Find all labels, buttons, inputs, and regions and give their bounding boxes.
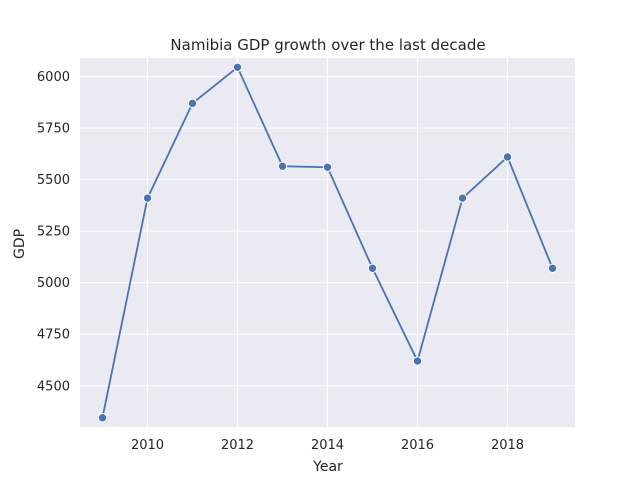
x-axis-label: Year (312, 459, 343, 475)
data-point (97, 413, 108, 423)
data-point (232, 62, 243, 72)
data-point (457, 193, 468, 203)
y-tick-label: 4500 (37, 379, 70, 394)
y-tick-labels: 4500 4750 5000 5250 5500 5750 6000 (37, 70, 70, 394)
data-point (322, 162, 333, 172)
y-tick-label: 5000 (37, 276, 70, 291)
data-point (502, 152, 513, 162)
x-gridlines (146, 58, 509, 427)
y-tick-label: 5500 (37, 173, 70, 188)
x-tick-label: 2012 (221, 438, 254, 453)
x-tick-label: 2014 (311, 438, 344, 453)
data-point (277, 161, 288, 171)
chart-title: Namibia GDP growth over the last decade (170, 36, 485, 54)
y-gridlines (80, 76, 575, 387)
y-axis-label: GDP (12, 229, 28, 259)
y-tick-label: 5750 (37, 122, 70, 137)
x-tick-label: 2016 (401, 438, 434, 453)
data-point (367, 263, 378, 273)
data-point (412, 356, 423, 366)
y-tick-label: 5250 (37, 225, 70, 240)
series-layer (97, 62, 558, 423)
x-tick-labels: 2010 2012 2014 2016 2018 (131, 438, 524, 453)
x-tick-label: 2010 (131, 438, 164, 453)
data-point (547, 263, 558, 273)
y-tick-label: 6000 (37, 70, 70, 85)
x-tick-label: 2018 (491, 438, 524, 453)
data-point (187, 98, 198, 109)
y-tick-label: 4750 (37, 328, 70, 343)
data-point (142, 193, 153, 203)
